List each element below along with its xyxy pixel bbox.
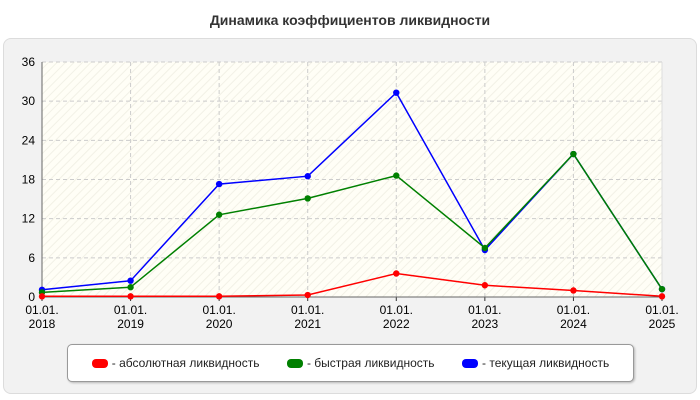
data-point [215,293,223,300]
x-tick-label: 01.01. 2022 [380,303,413,331]
data-point [658,293,666,300]
legend-label-quick: - быстрая ликвидность [306,356,435,370]
y-tick-labels: 0 6 12 18 24 30 36 [22,55,36,304]
data-point [570,150,577,158]
x-tick-label: 01.01. 2024 [557,303,590,331]
legend-swatch-red [91,358,108,368]
data-point [658,285,666,293]
y-tick-label: 12 [22,212,36,226]
data-point [215,211,223,218]
legend-swatch-blue [462,358,479,368]
data-point [570,287,577,294]
x-tick-labels: 01.01. 2018 01.01. 2019 01.01. 2020 01.01. 2021… [25,303,678,331]
legend-item-quick: - быстрая ликвидность [286,356,435,370]
data-point [481,244,489,252]
legend: - абсолютная ликвидность - быстрая ликви… [67,344,634,382]
x-tick-label: 01.01. 2021 [291,303,324,331]
y-tick-label: 18 [22,173,36,187]
data-point [304,195,311,202]
series-lines [38,89,666,300]
data-point [393,172,400,179]
legend-label-current: - текущая ликвидность [482,356,610,370]
y-tick-label: 36 [22,55,36,69]
data-point [127,293,134,300]
legend-swatch-green [286,358,303,368]
chart-title: Динамика коэффициентов ликвидности [209,12,491,28]
grid-lines [42,61,662,297]
data-point [481,282,489,289]
x-tick-label: 01.01. 2020 [202,303,235,331]
legend-label-absolute: - абсолютная ликвидность [111,356,260,370]
data-point [304,173,311,180]
y-tick-label: 24 [22,133,36,147]
data-point [38,293,46,300]
data-point [304,291,311,299]
data-point [127,277,134,284]
x-tick-label: 01.01. 2023 [468,303,501,331]
legend-item-absolute: - абсолютная ликвидность [91,356,260,370]
data-point [215,180,223,188]
data-point [393,89,400,96]
data-point [393,270,400,277]
data-point [127,284,134,291]
y-tick-label: 0 [28,290,35,304]
series-line-0 [42,272,663,298]
x-tick-label: 01.01. 2019 [114,303,147,331]
y-tick-label: 30 [22,94,36,108]
series-line-1 [41,152,663,294]
x-tick-label: 01.01. 2025 [645,303,678,331]
x-tick-label: 01.01. 2018 [25,303,58,331]
y-tick-label: 6 [28,251,35,265]
legend-item-current: - текущая ликвидность [462,356,609,370]
